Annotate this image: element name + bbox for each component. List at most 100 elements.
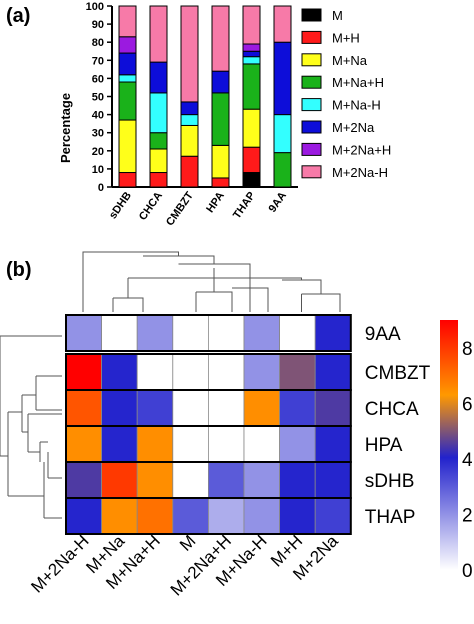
y-axis-label: Percentage <box>58 93 73 163</box>
y-tick-label: 60 <box>92 73 104 85</box>
y-tick-label: 90 <box>92 19 104 31</box>
bar-segment-sDHB-M+2Na+H <box>118 36 137 54</box>
heatmap-cell-CMBZT-M+H <box>279 353 316 391</box>
heatmap-row-border <box>65 497 352 535</box>
legend-label: M+Na <box>332 53 368 68</box>
y-tick-label: 70 <box>92 55 104 67</box>
legend-swatch <box>301 142 322 156</box>
heatmap-cell-9AA-M+2Na+H <box>207 314 245 352</box>
legend-label: M+2Na+H <box>332 142 391 157</box>
bar-segment-9AA-M+2Na-H <box>273 5 292 43</box>
bar-segment-CHCA-M+Na+H <box>149 132 168 150</box>
x-tick-label: HPA <box>204 190 227 215</box>
x-tick-label: CHCA <box>137 190 165 223</box>
bar-segment-sDHB-M+Na-H <box>118 74 137 83</box>
bar-segment-HPA-M+2Na <box>211 70 230 94</box>
legend-swatch <box>301 98 322 112</box>
bar-segment-sDHB-M+H <box>118 172 137 188</box>
heatmap-cell-HPA-M <box>172 425 209 463</box>
heatmap-cell-HPA-M+2Na <box>314 425 352 463</box>
y-tick-label: 40 <box>92 110 104 122</box>
bar-segment-THAP-M+2Na <box>242 50 261 58</box>
heatmap-cell-THAP-M+Na <box>101 497 138 535</box>
heatmap-cell-HPA-M+Na-H <box>243 425 280 463</box>
heatmap-cell-9AA-M+2Na-H <box>65 314 102 352</box>
legend-label: M+H <box>332 30 360 45</box>
heatmap-cell-THAP-M <box>172 497 209 535</box>
legend-swatch <box>301 8 322 22</box>
heatmap-cell-sDHB-M+H <box>279 461 316 499</box>
column-dendrogram <box>82 251 341 312</box>
heatmap-cell-9AA-M+Na <box>101 314 138 352</box>
heatmap-cell-CHCA-M+2Na+H <box>207 389 245 427</box>
heatmap-cell-HPA-M+2Na+H <box>207 425 245 463</box>
heatmap-cell-9AA-M+H <box>279 314 316 352</box>
colorbar-tick-label: 0 <box>462 561 473 582</box>
bar-segment-sDHB-M+Na+H <box>118 81 137 121</box>
heatmap-cell-sDHB-M+2Na <box>314 461 352 499</box>
heatmap-cell-CHCA-M+2Na <box>314 389 352 427</box>
heatmap-cell-CMBZT-M <box>172 353 209 391</box>
bar-segment-THAP-M+Na+H <box>242 63 261 110</box>
bar-segment-sDHB-M+2Na-H <box>118 5 137 38</box>
heatmap-cell-THAP-M+2Na <box>314 497 352 535</box>
panel-b-label: (b) <box>6 259 32 281</box>
heatmap-cell-CHCA-M+2Na-H <box>65 389 102 427</box>
panel-a-label: (a) <box>6 5 30 27</box>
x-tick-label: 9AA <box>267 190 289 215</box>
y-tick-label: 80 <box>92 37 104 49</box>
bar-segment-CHCA-M+2Na-H <box>149 5 168 63</box>
stacked-bar-chart: Percentage 0 10 20 30 40 50 60 70 80 90 100 sDHB CH… <box>58 1 391 228</box>
heatmap-cell-sDHB-M+Na <box>101 461 138 499</box>
heatmap-cell-CMBZT-M+Na <box>101 353 138 391</box>
bar-segment-sDHB-M+2Na <box>118 52 137 76</box>
legend: M M+H M+Na M+Na+H M+Na-H M+2Na M+2Na+H M+2Na-H <box>301 8 391 180</box>
legend-label: M+2Na <box>332 120 375 135</box>
bar-segment-CHCA-M+Na-H <box>149 92 168 134</box>
heatmap-cell-sDHB-M+Na-H <box>243 461 280 499</box>
bar-segment-HPA-M+Na <box>211 144 230 179</box>
bar-segment-THAP-M+Na <box>242 108 261 148</box>
bar-segment-THAP-M+H <box>242 146 261 174</box>
bar-segment-HPA-M+2Na-H <box>211 5 230 72</box>
heatmap-row-label: CHCA <box>365 399 419 420</box>
legend-label: M+2Na-H <box>332 165 388 180</box>
colorbar-tick-label: 6 <box>462 394 473 415</box>
bar-segment-CMBZT-M+Na-H <box>180 114 199 126</box>
colorbar-tick-label: 8 <box>462 339 473 360</box>
heatmap-cell-CMBZT-M+2Na-H <box>65 353 102 391</box>
heatmap-cell-CHCA-M+Na-H <box>243 389 280 427</box>
bar-segment-9AA-M+Na-H <box>273 114 292 154</box>
heatmap-cell-sDHB-M+Na+H <box>136 461 174 499</box>
bar-segment-HPA-M+H <box>211 177 230 188</box>
heatmap-cell-HPA-M+Na <box>101 425 138 463</box>
bar-segment-THAP-M+2Na+H <box>242 43 261 52</box>
legend-swatch <box>301 120 322 134</box>
heatmap-cell-THAP-M+Na+H <box>136 497 174 535</box>
legend-label: M+Na+H <box>332 75 384 90</box>
y-tick-label: 100 <box>86 1 104 13</box>
bar-segment-THAP-M+2Na-H <box>242 5 261 45</box>
heatmap-cell-THAP-M+Na-H <box>243 497 280 535</box>
heatmap-row-label: 9AA <box>365 324 401 345</box>
heatmap-cell-9AA-M+Na-H <box>243 314 280 352</box>
heatmap-cell-CHCA-M+Na <box>101 389 138 427</box>
y-tick-label: 50 <box>92 92 104 104</box>
y-tick-label: 20 <box>92 146 104 158</box>
bar-segment-HPA-M+Na+H <box>211 92 230 146</box>
legend-label: M+Na-H <box>332 98 381 113</box>
heatmap-cell-THAP-M+H <box>279 497 316 535</box>
bar-segment-9AA-M+2Na <box>273 41 292 116</box>
bar-segment-CMBZT-M+H <box>180 155 199 188</box>
heatmap-cell-THAP-M+2Na-H <box>65 497 102 535</box>
row-dendrogram <box>0 335 62 519</box>
bar-segment-CHCA-M+Na <box>149 148 168 174</box>
heatmap-cell-CMBZT-M+Na-H <box>243 353 280 391</box>
heatmap-cell-HPA-M+2Na-H <box>65 425 102 463</box>
colorbar: 0 2 4 6 8 <box>440 320 473 582</box>
heatmap-cell-sDHB-M <box>172 461 209 499</box>
bar-segment-CHCA-M+H <box>149 172 168 188</box>
heatmap-row-label: sDHB <box>365 471 415 492</box>
colorbar-tick-label: 4 <box>462 450 473 471</box>
